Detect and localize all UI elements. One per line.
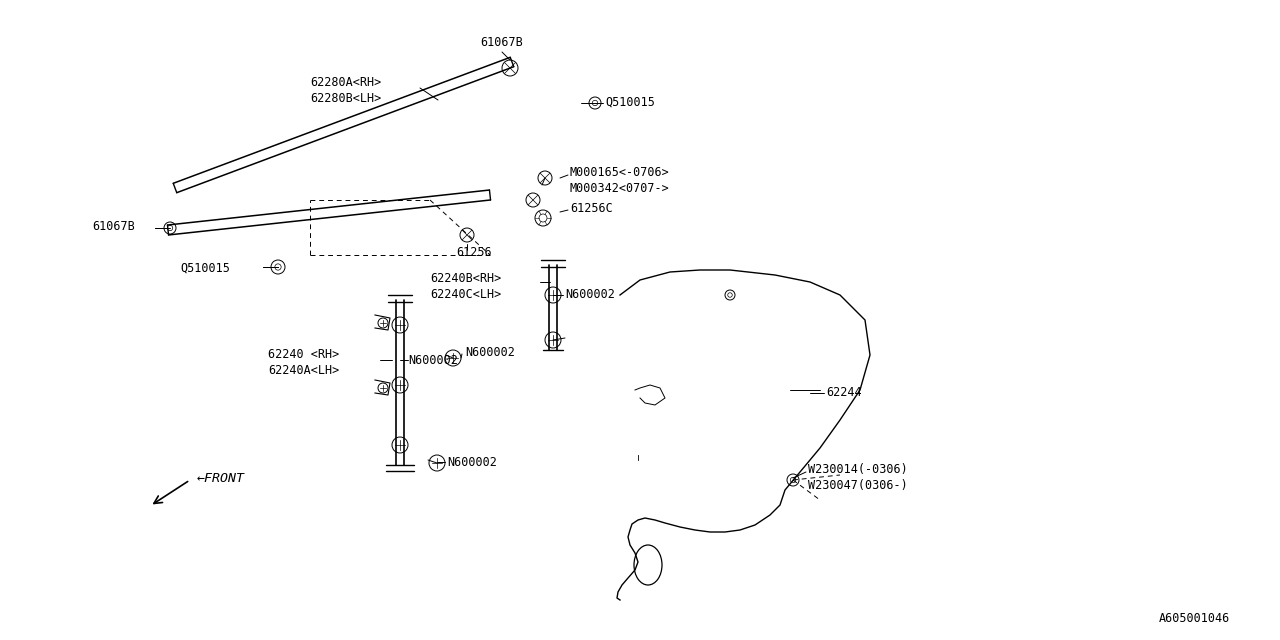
Text: 62244: 62244 bbox=[826, 387, 861, 399]
Text: M000165<-0706>: M000165<-0706> bbox=[570, 166, 669, 179]
Text: 61256C: 61256C bbox=[570, 202, 613, 214]
Text: 61067B: 61067B bbox=[480, 35, 522, 49]
Text: W230014(-0306): W230014(-0306) bbox=[808, 463, 908, 477]
Text: 62240A<LH>: 62240A<LH> bbox=[268, 365, 339, 378]
Text: N600002: N600002 bbox=[465, 346, 515, 358]
Text: 61256: 61256 bbox=[456, 246, 492, 259]
Text: 62280B<LH>: 62280B<LH> bbox=[310, 92, 381, 104]
Text: Q510015: Q510015 bbox=[605, 95, 655, 109]
Text: N600002: N600002 bbox=[447, 456, 497, 468]
Text: N600002: N600002 bbox=[564, 289, 614, 301]
Text: 62280A<RH>: 62280A<RH> bbox=[310, 76, 381, 88]
Text: A605001046: A605001046 bbox=[1158, 611, 1230, 625]
Text: N600002: N600002 bbox=[408, 353, 458, 367]
Text: 62240C<LH>: 62240C<LH> bbox=[430, 287, 502, 301]
Text: W230047(0306-): W230047(0306-) bbox=[808, 479, 908, 493]
Text: Q510015: Q510015 bbox=[180, 262, 230, 275]
Text: ←FRONT: ←FRONT bbox=[197, 472, 244, 484]
Text: 62240 <RH>: 62240 <RH> bbox=[268, 349, 339, 362]
Text: 61067B: 61067B bbox=[92, 221, 134, 234]
Text: 62240B<RH>: 62240B<RH> bbox=[430, 271, 502, 285]
Text: M000342<0707->: M000342<0707-> bbox=[570, 182, 669, 195]
